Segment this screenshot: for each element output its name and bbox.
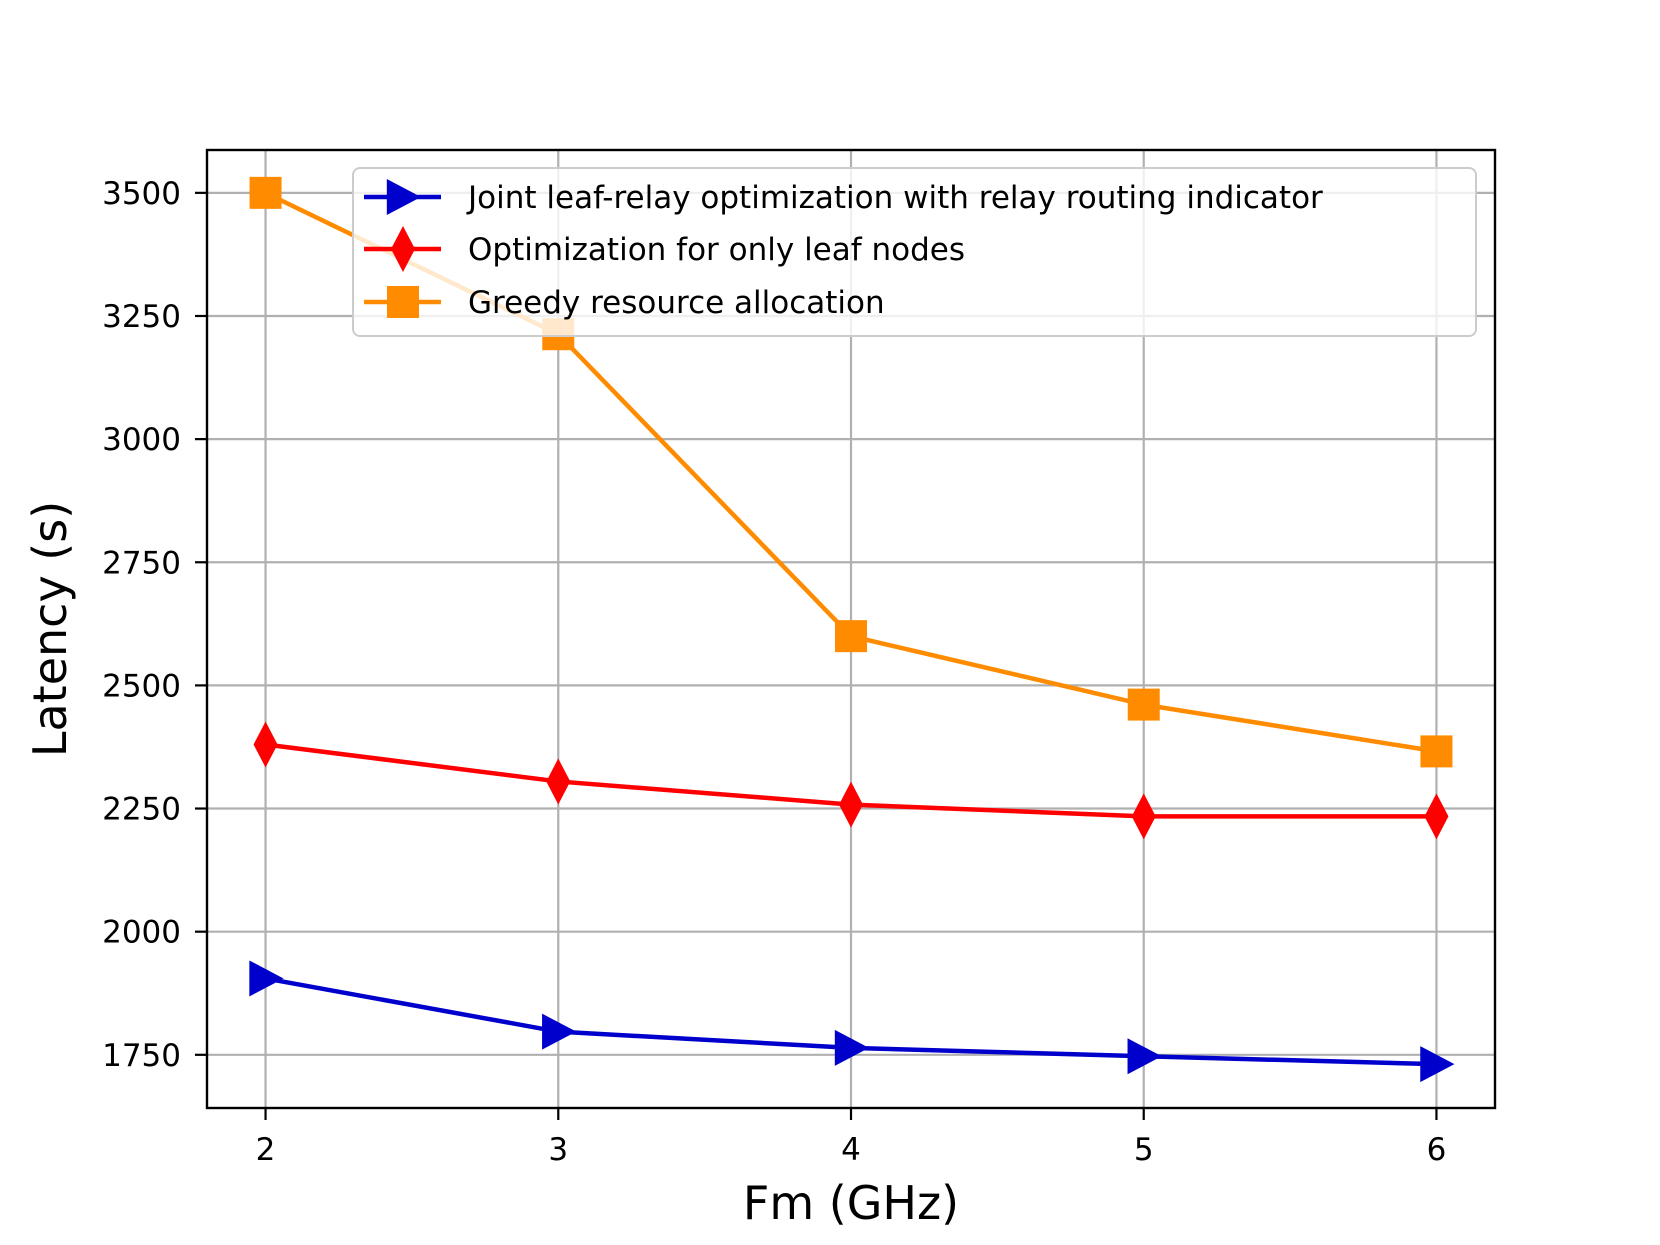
- x-tick-label: 4: [841, 1132, 861, 1168]
- legend-entry: Greedy resource allocation: [364, 285, 885, 321]
- y-tick-label: 1750: [102, 1038, 181, 1074]
- data-point-marker: [249, 176, 282, 209]
- y-tick-label: 2000: [102, 915, 181, 951]
- data-point-marker: [249, 960, 284, 997]
- x-tick-label: 5: [1134, 1132, 1154, 1168]
- legend-entries: Joint leaf-relay optimization with relay…: [364, 179, 1323, 321]
- x-tick-label: 2: [256, 1132, 276, 1168]
- legend-box: [352, 167, 1477, 337]
- data-point-marker: [542, 1013, 577, 1050]
- y-tick-label: 3250: [102, 299, 181, 335]
- legend-marker-icon: [386, 179, 421, 215]
- data-point-marker: [835, 620, 867, 653]
- legend-entry: Joint leaf-relay optimization with relay…: [364, 179, 1323, 216]
- x-tick-label: 6: [1427, 1132, 1447, 1168]
- x-axis-label: Fm (GHz): [743, 1176, 959, 1230]
- data-point-marker: [546, 758, 571, 805]
- data-point-marker: [1424, 793, 1449, 840]
- legend-marker-icon: [387, 286, 419, 318]
- legend-label: Joint leaf-relay optimization with relay…: [466, 180, 1323, 216]
- legend-label: Greedy resource allocation: [468, 285, 885, 321]
- data-point-marker: [1127, 688, 1160, 721]
- legend-marker-icon: [391, 226, 415, 272]
- series-markers: [249, 176, 1455, 1083]
- y-tick-label: 3500: [102, 176, 181, 212]
- data-point-marker: [1420, 735, 1453, 768]
- data-point-marker: [834, 1029, 869, 1066]
- y-tick-label: 2500: [102, 668, 181, 704]
- y-tick-label: 2250: [102, 792, 181, 828]
- legend: Joint leaf-relay optimization with relay…: [352, 167, 1477, 337]
- data-point-marker: [1420, 1046, 1455, 1083]
- data-point-marker: [253, 721, 278, 768]
- y-axis-ticks: 1750 2000 2250 2500 2750 3000 3250 3500: [102, 176, 207, 1074]
- legend-label: Optimization for only leaf nodes: [468, 232, 965, 268]
- x-tick-label: 3: [548, 1132, 568, 1168]
- y-axis-label: Latency (s): [23, 501, 77, 757]
- data-point-marker: [1131, 793, 1156, 840]
- x-axis-ticks: 2 3 4 5 6: [256, 1108, 1447, 1168]
- y-tick-label: 2750: [102, 545, 181, 581]
- data-point-marker: [1127, 1038, 1162, 1075]
- y-tick-label: 3000: [102, 422, 181, 458]
- legend-entry: Optimization for only leaf nodes: [364, 226, 965, 272]
- data-point-marker: [839, 781, 863, 828]
